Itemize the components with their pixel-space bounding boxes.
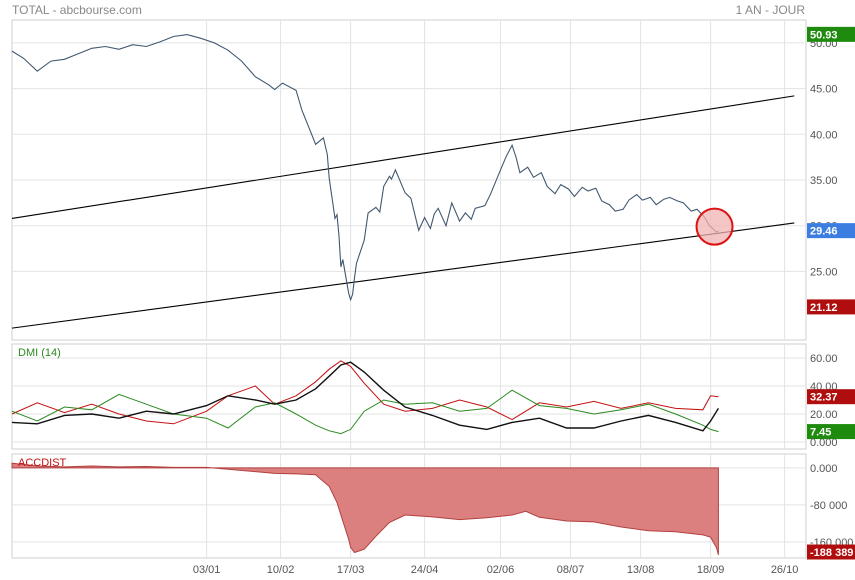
y-tick-label: -80 000 bbox=[810, 500, 847, 512]
x-tick-label: 17/03 bbox=[337, 564, 365, 576]
chart-header-right: 1 AN - JOUR bbox=[735, 3, 805, 17]
value-badge bbox=[807, 424, 855, 440]
dmi-panel-title: DMI (14) bbox=[18, 347, 61, 359]
value-badge-label: 7.45 bbox=[810, 427, 831, 439]
di-minus-line bbox=[11, 360, 719, 425]
y-tick-label: 40.00 bbox=[810, 129, 838, 141]
x-tick-label: 02/06 bbox=[487, 564, 515, 576]
y-tick-label: 60.00 bbox=[810, 353, 838, 365]
value-badge bbox=[807, 544, 855, 560]
trend-channel-line bbox=[11, 222, 795, 329]
y-tick-label: 0.000 bbox=[810, 463, 838, 475]
x-tick-label: 18/09 bbox=[697, 564, 725, 576]
x-tick-label: 26/10 bbox=[771, 564, 799, 576]
adx-line bbox=[11, 361, 719, 432]
y-tick-label: 45.00 bbox=[810, 84, 838, 96]
value-badge-label: -188 389 bbox=[810, 547, 853, 559]
value-badge bbox=[807, 299, 855, 315]
value-badge bbox=[807, 389, 855, 405]
panel-frame bbox=[11, 343, 807, 450]
y-tick-label: 35.00 bbox=[810, 175, 838, 187]
x-tick-label: 03/01 bbox=[193, 564, 221, 576]
chart-header-left: TOTAL - abcbourse.com bbox=[12, 3, 142, 17]
y-tick-label: 0.000 bbox=[810, 437, 838, 449]
accdist-area bbox=[11, 462, 719, 556]
value-badge-label: 29.46 bbox=[810, 226, 838, 238]
price-line bbox=[11, 34, 719, 302]
accdist-panel-title: ACCDIST bbox=[18, 457, 67, 469]
highlight-circle bbox=[695, 207, 734, 246]
x-tick-label: 13/08 bbox=[627, 564, 655, 576]
value-badge-label: 50.93 bbox=[810, 29, 838, 41]
trend-channel-line bbox=[11, 95, 795, 219]
x-tick-label: 10/02 bbox=[267, 564, 295, 576]
x-tick-label: 08/07 bbox=[557, 564, 585, 576]
y-tick-label: 25.00 bbox=[810, 266, 838, 278]
y-tick-label: 20.00 bbox=[810, 409, 838, 421]
di-plus-line bbox=[11, 389, 719, 435]
x-tick-label: 24/04 bbox=[411, 564, 439, 576]
value-badge-label: 21.12 bbox=[810, 302, 838, 314]
value-badge bbox=[807, 26, 855, 42]
value-badge-label: 32.37 bbox=[810, 392, 838, 404]
value-badge bbox=[807, 223, 855, 239]
